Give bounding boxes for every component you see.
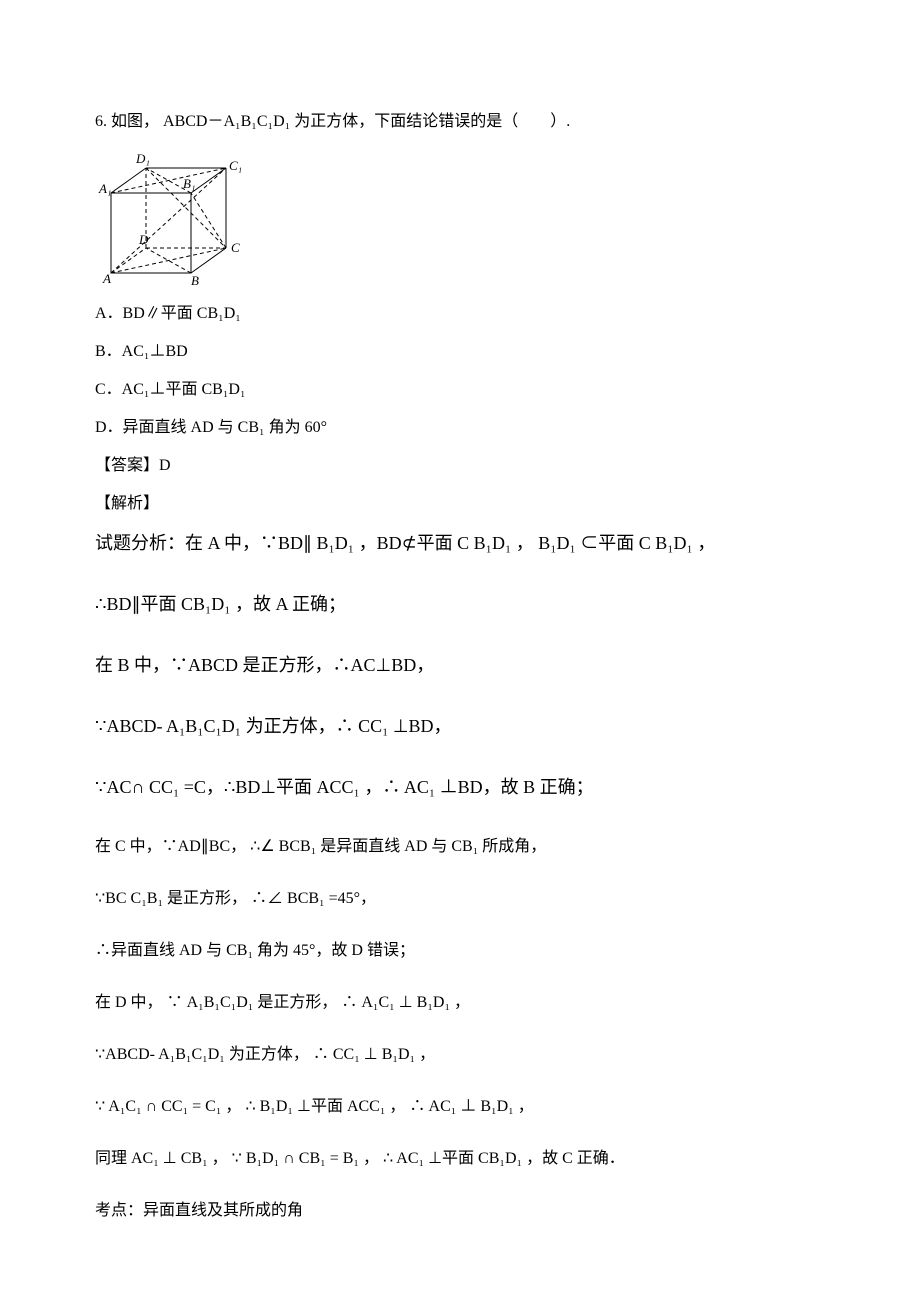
option-b: B．AC₁⊥BD [95,340,920,364]
l11c: ∴ AC₁ ⊥ B₁D₁ ， [409,1098,533,1115]
l9c: ∴ A₁C₁ ⊥ B₁D₁ ， [341,994,470,1011]
svg-text:C₁: C₁ [229,158,242,173]
analysis-line-6: 在 C 中，∵AD∥BC， ∴∠ BCB₁ 是异面直线 AD 与 CB₁ 所成角… [95,835,920,859]
cube-figure: A B C D A₁ B₁ C₁ D₁ [91,148,261,288]
l11a: ∵ A₁C₁ ∩ CC₁ = C₁ ， [95,1098,241,1115]
l6a: 在 C 中，∵AD∥BC， [95,838,246,855]
analysis-line-11: ∵ A₁C₁ ∩ CC₁ = C₁ ， ∴ B₁D₁ ⊥平面 ACC₁ ， ∴ … [95,1095,920,1119]
analysis-line-7: ∵BC C₁B₁ 是正方形， ∴∠ BCB₁ =45°， [95,887,920,911]
l7a: ∵BC C₁B₁ 是正方形， [95,890,247,907]
analysis-line-8: ∴异面直线 AD 与 CB₁ 角为 45°，故 D 错误； [95,939,920,963]
option-c: C．AC₁⊥平面 CB₁D₁ [95,378,920,402]
svg-text:D₁: D₁ [135,151,150,166]
l10a: ∵ABCD- A₁B₁C₁D₁ 为正方体， [95,1046,309,1063]
analysis-line-4: ∵ABCD- A₁B₁C₁D₁ 为正方体，∴ CC₁ ⊥BD， [95,713,920,740]
answer-value: D [159,457,171,474]
answer-label: 【答案】 [95,457,159,474]
analysis-line-10: ∵ABCD- A₁B₁C₁D₁ 为正方体， ∴ CC₁ ⊥ B₁D₁ ， [95,1043,920,1067]
l12a: 同理 AC₁ ⊥ CB₁ ， [95,1150,228,1167]
l11b: ∴ B₁D₁ ⊥平面 ACC₁ ， [245,1098,405,1115]
stem-body: ABCD－A₁B₁C₁D₁ 为正方体，下面结论错误的是（ ）. [163,113,570,130]
analysis-line-3: 在 B 中，∵ABCD 是正方形，∴AC⊥BD， [95,652,920,679]
stem-prefix: 如图， [111,113,159,130]
svg-text:B₁: B₁ [183,176,195,191]
question-number: 6. [95,113,107,130]
svg-text:A₁: A₁ [98,181,111,196]
svg-text:B: B [191,273,199,288]
analysis-topic: 考点：异面直线及其所成的角 [95,1199,920,1223]
l9a: 在 D 中， [95,994,163,1011]
analysis-line-1: 试题分析：在 A 中，∵BD∥ B₁D₁ ，BD⊄平面 C B₁D₁ ， B₁D… [95,530,920,557]
question-stem: 6. 如图， ABCD－A₁B₁C₁D₁ 为正方体，下面结论错误的是（ ）. [95,110,920,134]
option-a: A．BD∥平面 CB₁D₁ [95,302,920,326]
l9b: ∵ A₁B₁C₁D₁ 是正方形， [167,994,338,1011]
svg-text:D: D [138,232,149,247]
analysis-line-5: ∵AC∩ CC₁ =C，∴BD⊥平面 ACC₁ ，∴ AC₁ ⊥BD，故 B 正… [95,774,920,801]
l12c: ∴ AC₁ ⊥平面 CB₁D₁ ，故 C 正确． [383,1150,625,1167]
analysis-line-2: ∴BD∥平面 CB₁D₁ ，故 A 正确； [95,591,920,618]
analysis-line-12: 同理 AC₁ ⊥ CB₁ ， ∵ B₁D₁ ∩ CB₁ = B₁ ， ∴ AC₁… [95,1147,920,1171]
svg-text:A: A [102,271,111,286]
l10b: ∴ CC₁ ⊥ B₁D₁ ， [313,1046,435,1063]
analysis-label: 【解析】 [95,492,920,516]
analysis-line-9: 在 D 中， ∵ A₁B₁C₁D₁ 是正方形， ∴ A₁C₁ ⊥ B₁D₁ ， [95,991,920,1015]
option-d: D．异面直线 AD 与 CB₁ 角为 60° [95,416,920,440]
l12b: ∵ B₁D₁ ∩ CB₁ = B₁ ， [232,1150,379,1167]
svg-text:C: C [231,240,240,255]
l6b: ∴∠ BCB₁ 是异面直线 AD 与 CB₁ 所成角， [250,838,546,855]
answer-row: 【答案】D [95,454,920,478]
l7b: ∴∠ BCB₁ =45°， [251,890,376,907]
